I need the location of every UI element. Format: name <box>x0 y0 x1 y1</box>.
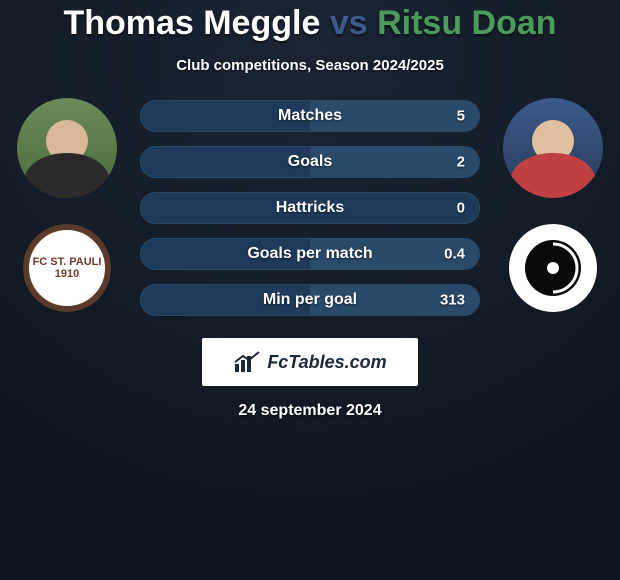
bar-value-right: 313 <box>440 292 465 309</box>
player1-avatar <box>15 96 119 200</box>
bar-value-right: 0.4 <box>444 246 465 263</box>
stat-bars: Matches 5 Goals 2 Hattricks 0 Goals per match 0… <box>140 96 480 316</box>
club1-label: FC ST. PAULI 1910 <box>29 256 105 280</box>
comparison-card: Thomas Meggle vs Ritsu Doan Club competi… <box>0 0 620 580</box>
title-player1: Thomas Meggle <box>63 4 320 42</box>
stat-bar: Min per goal 313 <box>140 284 480 316</box>
stat-bar: Hattricks 0 <box>140 192 480 224</box>
chart-icon <box>233 350 261 374</box>
club2-svg <box>521 236 585 300</box>
stat-bar: Goals 2 <box>140 146 480 178</box>
logo-box: FcTables.com <box>202 338 418 386</box>
player1-club-badge: FC ST. PAULI 1910 <box>23 224 111 312</box>
columns: FC ST. PAULI 1910 Matches 5 Goals 2 Hattrick… <box>0 96 620 316</box>
bar-label: Hattricks <box>276 199 344 217</box>
player2-avatar <box>501 96 605 200</box>
content: Thomas Meggle vs Ritsu Doan Club competi… <box>0 0 620 580</box>
stat-bar: Matches 5 <box>140 100 480 132</box>
subtitle: Club competitions, Season 2024/2025 <box>0 57 620 74</box>
title-vs: vs <box>330 4 368 42</box>
stat-bar: Goals per match 0.4 <box>140 238 480 270</box>
bar-label: Goals per match <box>247 245 372 263</box>
page-title: Thomas Meggle vs Ritsu Doan <box>0 4 620 43</box>
bar-label: Matches <box>278 107 342 125</box>
bar-value-right: 0 <box>457 200 465 217</box>
right-side <box>498 96 608 312</box>
bar-fill-right <box>310 147 479 177</box>
title-player2: Ritsu Doan <box>377 4 556 42</box>
player2-club-badge <box>509 224 597 312</box>
date: 24 september 2024 <box>0 402 620 420</box>
bar-label: Goals <box>288 153 332 171</box>
avatar-placeholder-icon <box>17 98 117 198</box>
bar-value-right: 5 <box>457 108 465 125</box>
bar-value-right: 2 <box>457 154 465 171</box>
logo-text: FcTables.com <box>267 352 386 373</box>
left-side: FC ST. PAULI 1910 <box>12 96 122 312</box>
bar-label: Min per goal <box>263 291 357 309</box>
avatar-placeholder-icon <box>503 98 603 198</box>
